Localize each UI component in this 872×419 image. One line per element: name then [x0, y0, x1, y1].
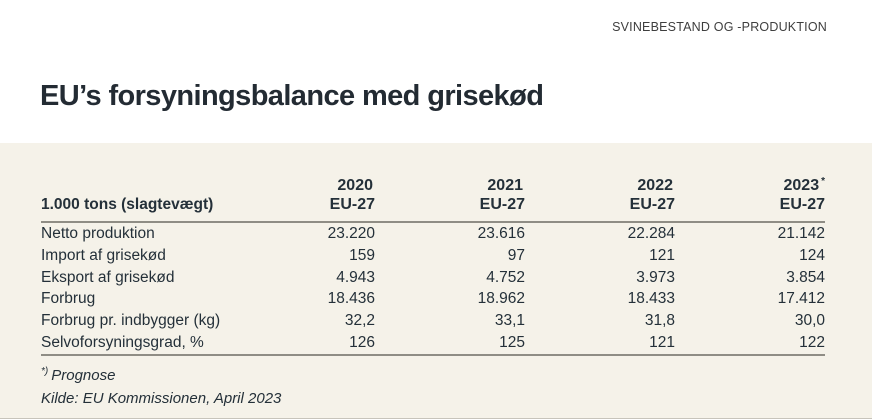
- table-cell: 31,8: [644, 312, 675, 330]
- table-cell: 30,0: [794, 312, 825, 330]
- supply-balance-table: 1.000 tons (slagtevægt) 2020 EU-27 2021 …: [41, 172, 825, 356]
- table-cell: 18.436: [327, 290, 375, 308]
- region-label: EU-27: [779, 196, 825, 213]
- table-cell: 126: [225, 331, 375, 356]
- table-panel: 1.000 tons (slagtevægt) 2020 EU-27 2021 …: [0, 143, 872, 419]
- column-header-2021: 2021 EU-27: [375, 172, 525, 223]
- unit-header: 1.000 tons (slagtevægt): [41, 172, 225, 223]
- table-header-row: 1.000 tons (slagtevægt) 2020 EU-27 2021 …: [41, 172, 826, 223]
- table-cell: 23.220: [327, 225, 375, 242]
- region-label: EU-27: [479, 196, 525, 213]
- running-head: SVINEBESTAND OG -PRODUKTION: [612, 20, 827, 34]
- table-cell: 97: [507, 246, 525, 264]
- row-label: Forbrug pr. indbygger (kg): [41, 312, 221, 330]
- table-cell: 17.412: [777, 290, 825, 308]
- column-header-2020: 2020 EU-27: [225, 172, 375, 223]
- column-header-2023: 2023 * EU-27: [675, 172, 826, 223]
- footnote-prognose: *) Prognose: [41, 361, 281, 388]
- table-row: Import af grisekød 159 97 121 124: [41, 245, 825, 267]
- column-header-2022: 2022 EU-27: [525, 172, 675, 223]
- year-label: 2021: [375, 172, 525, 195]
- table-row: Eksport af grisekød 4.943 4.752 3.973 3.…: [41, 267, 825, 289]
- table-cell: 121: [649, 246, 675, 264]
- table-cell: 159: [349, 246, 375, 264]
- table-cell: 33,1: [494, 312, 525, 330]
- table-row: Netto produktion 23.220 23.616 22.284 21…: [41, 222, 825, 245]
- year-text: 2022: [637, 177, 673, 194]
- year-text: 2023: [783, 177, 820, 194]
- table-cell: 4.752: [486, 268, 525, 286]
- row-label: Import af grisekød: [41, 246, 166, 264]
- footnote-text: Prognose: [51, 367, 116, 384]
- footnote-mark: *: [821, 176, 825, 187]
- row-label: Selvoforsyningsgrad, %: [41, 331, 225, 356]
- footnotes: *) Prognose Kilde: EU Kommissionen, April…: [41, 361, 281, 410]
- year-text: 2021: [487, 177, 523, 194]
- table-cell: 4.943: [336, 268, 375, 286]
- table-cell: 3.973: [636, 268, 675, 286]
- table-cell: 125: [375, 331, 525, 356]
- region-label: EU-27: [329, 196, 375, 213]
- source-line: Kilde: EU Kommissionen, April 2023: [41, 389, 282, 407]
- row-label: Netto produktion: [41, 225, 155, 242]
- year-text: 2020: [337, 177, 373, 194]
- row-label: Forbrug: [41, 290, 96, 308]
- table-row: Forbrug pr. indbygger (kg) 32,2 33,1 31,…: [41, 310, 825, 332]
- table-cell: 18.962: [477, 290, 525, 308]
- row-label: Eksport af grisekød: [41, 268, 175, 286]
- page-title: EU’s forsyningsbalance med grisekød: [40, 80, 544, 112]
- footnote-marker: *): [41, 366, 49, 377]
- table-cell: 121: [525, 331, 675, 356]
- table-cell: 122: [675, 331, 825, 356]
- table-cell: 3.854: [786, 268, 825, 286]
- table-row: Selvoforsyningsgrad, % 126 125 121 122: [41, 331, 825, 356]
- table-row: Forbrug 18.436 18.962 18.433 17.412: [41, 288, 825, 310]
- region-label: EU-27: [629, 196, 675, 213]
- year-label: 2022: [525, 172, 675, 195]
- table-cell: 21.142: [777, 225, 825, 242]
- table-cell: 22.284: [627, 225, 675, 242]
- table-cell: 18.433: [627, 290, 675, 308]
- table-cell: 32,2: [344, 312, 375, 330]
- year-label: 2023 *: [675, 172, 826, 195]
- table-cell: 124: [799, 246, 825, 264]
- table-cell: 23.616: [477, 225, 525, 242]
- year-label: 2020: [225, 172, 375, 195]
